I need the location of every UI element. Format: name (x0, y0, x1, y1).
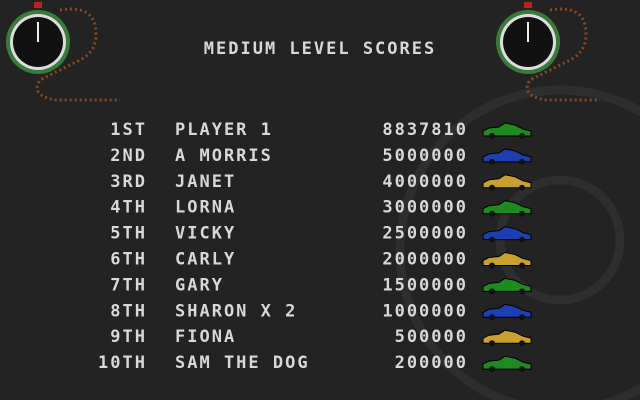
car-body (482, 174, 532, 189)
car-wheel (519, 236, 525, 243)
rank: 4TH (110, 198, 147, 218)
car-wheel (519, 210, 525, 217)
car-icon (482, 355, 532, 373)
car-icon (482, 174, 532, 191)
car-wheel (489, 314, 495, 321)
rank: 1ST (110, 120, 147, 140)
score-row: 1ST PLAYER 1 8837810 (110, 120, 532, 140)
car-wheel (489, 288, 495, 295)
car-wheel (489, 210, 495, 217)
car-icon (482, 226, 532, 243)
player-name: FIONA (175, 327, 236, 347)
car-body (482, 303, 532, 318)
car-body (482, 122, 532, 137)
rank: 5TH (110, 224, 147, 244)
stopwatch-left (6, 2, 120, 102)
car-wheel (519, 288, 525, 295)
rank: 10TH (98, 353, 147, 373)
car-icon (482, 329, 532, 347)
score-row: 8TH SHARON X 2 1000000 (110, 301, 532, 321)
score-row: 5TH VICKY 2500000 (110, 224, 532, 244)
rank: 2ND (110, 146, 147, 166)
player-name: LORNA (175, 198, 236, 218)
score-row: 9TH FIONA 500000 (110, 327, 532, 347)
score-row: 4TH LORNA 3000000 (110, 198, 532, 218)
car-icon (482, 277, 532, 295)
car-icon (482, 251, 532, 269)
car-wheel (519, 366, 525, 373)
score: 4000000 (382, 172, 468, 192)
car-icon (482, 200, 532, 217)
player-name: CARLY (175, 250, 236, 270)
car-wheel (519, 314, 525, 321)
score-row: 6TH CARLY 2000000 (110, 250, 532, 270)
score: 500000 (395, 327, 468, 347)
score: 2000000 (382, 250, 468, 270)
car-body (482, 355, 532, 370)
score-row: 2ND A MORRIS 5000000 (110, 146, 532, 166)
car-icon (482, 303, 532, 321)
car-wheel (489, 236, 495, 243)
car-body (482, 226, 532, 241)
rank: 6TH (110, 250, 147, 270)
car-wheel (489, 262, 495, 269)
score: 1000000 (382, 301, 468, 321)
score-row: 10TH SAM THE DOG 200000 (98, 353, 532, 373)
stopwatch-right (496, 2, 600, 102)
car-body (482, 251, 532, 266)
score-row: 3RD JANET 4000000 (110, 172, 532, 192)
car-wheel (519, 340, 525, 347)
car-wheel (489, 366, 495, 373)
car-wheel (519, 158, 525, 165)
score: 200000 (395, 353, 468, 373)
score: 1500000 (382, 275, 468, 295)
player-name: PLAYER 1 (175, 120, 273, 140)
car-wheel (519, 184, 525, 191)
score-row: 7TH GARY 1500000 (110, 275, 532, 295)
car-body (482, 148, 532, 163)
rank: 7TH (110, 275, 147, 295)
rank: 8TH (110, 301, 147, 321)
score: 2500000 (382, 224, 468, 244)
score: 8837810 (382, 120, 468, 140)
car-icon (482, 122, 532, 139)
score: 3000000 (382, 198, 468, 218)
car-body (482, 200, 532, 215)
car-wheel (489, 158, 495, 165)
car-wheel (489, 133, 495, 139)
rank: 3RD (110, 172, 147, 192)
title: MEDIUM LEVEL SCORES (204, 39, 436, 59)
car-wheel (519, 133, 525, 139)
player-name: VICKY (175, 224, 236, 244)
car-wheel (519, 262, 525, 269)
score: 5000000 (382, 146, 468, 166)
car-wheel (489, 340, 495, 347)
player-name: SHARON X 2 (175, 301, 297, 321)
car-icon (482, 148, 532, 165)
player-name: A MORRIS (175, 146, 273, 166)
car-body (482, 277, 532, 292)
player-name: GARY (175, 275, 224, 295)
player-name: JANET (175, 172, 236, 192)
car-body (482, 329, 532, 344)
rank: 9TH (110, 327, 147, 347)
car-wheel (489, 184, 495, 191)
player-name: SAM THE DOG (175, 353, 310, 373)
